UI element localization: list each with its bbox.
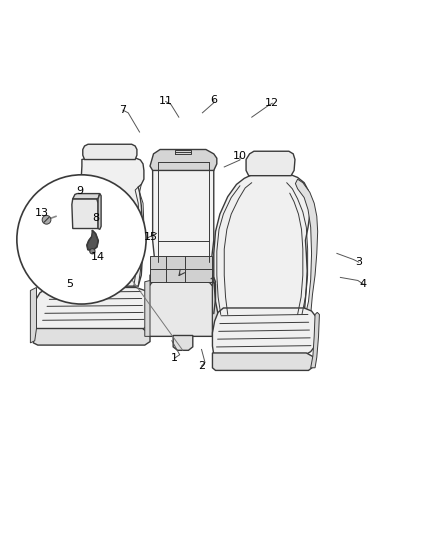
Text: 3: 3 [355, 257, 362, 267]
Polygon shape [311, 312, 319, 368]
Text: 14: 14 [91, 252, 105, 262]
Text: 10: 10 [233, 151, 247, 161]
Polygon shape [212, 308, 318, 354]
Polygon shape [73, 193, 100, 199]
Text: 15: 15 [145, 232, 158, 242]
Text: 6: 6 [210, 95, 217, 104]
Text: 13: 13 [35, 208, 49, 218]
Text: 4: 4 [360, 279, 367, 289]
Polygon shape [33, 328, 150, 345]
Polygon shape [32, 287, 152, 330]
Polygon shape [150, 270, 212, 282]
Text: 12: 12 [265, 98, 279, 108]
Text: 2: 2 [198, 361, 205, 371]
Polygon shape [98, 193, 101, 229]
Text: 5: 5 [66, 279, 73, 289]
Circle shape [17, 175, 146, 304]
Polygon shape [145, 280, 150, 336]
Polygon shape [212, 353, 314, 370]
Polygon shape [246, 151, 295, 176]
Polygon shape [152, 158, 214, 270]
Polygon shape [150, 256, 212, 282]
Polygon shape [214, 175, 310, 314]
Text: 1: 1 [171, 353, 178, 363]
Text: 9: 9 [77, 187, 84, 196]
Polygon shape [150, 149, 217, 171]
Polygon shape [30, 287, 36, 343]
Polygon shape [72, 199, 98, 229]
Circle shape [90, 248, 95, 254]
Polygon shape [83, 144, 137, 159]
Text: 7: 7 [120, 105, 127, 115]
Text: 8: 8 [92, 214, 99, 223]
Polygon shape [149, 280, 212, 336]
Polygon shape [212, 280, 218, 336]
Polygon shape [173, 335, 193, 350]
Circle shape [42, 215, 51, 224]
Text: 11: 11 [159, 96, 173, 107]
Polygon shape [87, 231, 98, 251]
Polygon shape [61, 158, 144, 286]
Polygon shape [295, 179, 318, 314]
